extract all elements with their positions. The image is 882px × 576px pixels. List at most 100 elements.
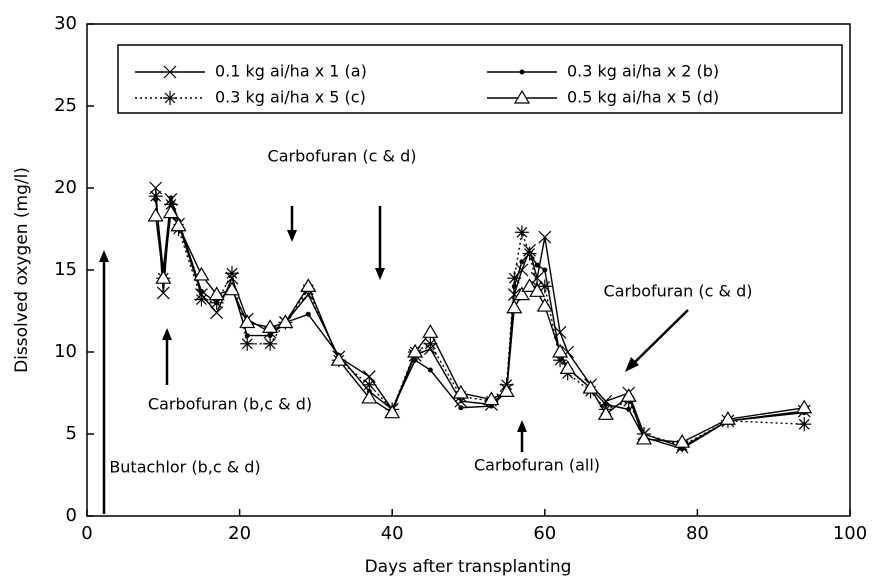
marker-triangle (552, 343, 569, 358)
marker-triangle (162, 204, 179, 219)
marker-stroke (210, 306, 224, 320)
x-tick-label: 60 (533, 523, 556, 544)
marker-triangle (506, 299, 523, 314)
marker-triangle (162, 204, 179, 219)
annotation: Carbofuran (all) (474, 456, 600, 475)
marker-dot (305, 311, 311, 317)
marker-dot (519, 69, 525, 75)
marker-triangle (674, 434, 691, 448)
marker-star (224, 266, 239, 281)
x-tick-label: 20 (228, 523, 251, 544)
marker-star (423, 336, 438, 351)
marker-stroke (553, 325, 567, 339)
marker-stroke (156, 286, 170, 300)
marker-triangle (407, 343, 424, 358)
marker-stroke (538, 230, 552, 244)
marker-dot (511, 283, 517, 289)
marker-triangle (796, 399, 813, 414)
marker-star (362, 377, 377, 392)
marker-triangle (300, 278, 317, 292)
marker-dot (160, 267, 166, 273)
x-tick-label: 80 (686, 523, 709, 544)
marker-dot (412, 357, 418, 363)
arrow-head (162, 328, 172, 340)
marker-dot (244, 333, 250, 339)
marker-triangle (300, 278, 317, 292)
y-tick-label: 10 (54, 341, 77, 362)
marker-star (537, 279, 552, 294)
marker-triangle (582, 379, 599, 394)
marker-triangle (597, 406, 614, 420)
marker-triangle (521, 278, 538, 292)
marker-triangle (147, 207, 164, 222)
y-tick-label: 30 (54, 13, 77, 34)
marker-dot (458, 405, 464, 411)
marker-triangle (208, 286, 225, 301)
marker-dot (626, 406, 632, 412)
marker-triangle (239, 314, 256, 329)
marker-dot (519, 69, 525, 75)
marker-triangle (498, 383, 515, 397)
annotation: Carbofuran (c & d) (604, 282, 753, 301)
marker-triangle (452, 384, 469, 399)
marker-triangle (506, 299, 523, 314)
marker-dot (534, 262, 540, 268)
marker-x (210, 306, 224, 320)
marker-triangle (155, 270, 172, 284)
marker-dot (305, 311, 311, 317)
marker-triangle (193, 266, 210, 281)
marker-dot (267, 333, 273, 339)
marker-dot (427, 367, 433, 373)
marker-triangle (483, 391, 500, 406)
marker-star (240, 336, 255, 351)
marker-triangle (422, 324, 439, 338)
legend-label: 0.3 kg ai/ha x 2 (b) (567, 62, 719, 81)
marker-triangle (582, 379, 599, 394)
x-tick-label: 100 (833, 523, 867, 544)
marker-triangle (193, 266, 210, 281)
marker-triangle (536, 297, 553, 312)
marker-triangle (796, 399, 813, 414)
marker-triangle (513, 286, 530, 301)
legend-box (117, 44, 843, 114)
marker-triangle (674, 434, 691, 448)
marker-dot (626, 406, 632, 412)
arrow-head (287, 230, 297, 242)
marker-dot (519, 259, 525, 265)
marker-stroke (507, 288, 521, 302)
marker-dot (519, 259, 525, 265)
marker-star (514, 225, 529, 240)
marker-triangle (155, 270, 172, 284)
marker-dot (244, 333, 250, 339)
marker-triangle (384, 404, 401, 419)
arrow-head (625, 357, 639, 372)
arrows (99, 206, 689, 514)
marker-triangle (620, 388, 637, 402)
arrow-head (517, 420, 527, 432)
marker-star (522, 246, 537, 261)
marker-dot (267, 333, 273, 339)
marker-triangle (536, 297, 553, 312)
marker-triangle (483, 391, 500, 406)
arrow (631, 309, 689, 366)
marker-dot (511, 283, 517, 289)
marker-triangle (223, 281, 241, 296)
x-tick-label: 40 (381, 523, 404, 544)
marker-triangle (529, 283, 546, 297)
y-axis-label: Dissolved oxygen (mg/l) (12, 167, 32, 373)
marker-triangle (513, 286, 530, 301)
marker-dot (542, 267, 548, 273)
marker-x (156, 286, 170, 300)
marker-x (553, 325, 567, 339)
marker-triangle (361, 389, 378, 404)
marker-stroke (163, 65, 177, 79)
marker-dot (458, 405, 464, 411)
legend-label: 0.1 kg ai/ha x 1 (a) (215, 62, 367, 81)
annotation: Carbofuran (b,c & d) (148, 395, 312, 414)
marker-triangle (513, 89, 531, 104)
y-tick-label: 20 (54, 177, 77, 198)
marker-star (797, 417, 812, 432)
marker-dot (542, 267, 548, 273)
y-tick-label: 0 (66, 505, 77, 526)
